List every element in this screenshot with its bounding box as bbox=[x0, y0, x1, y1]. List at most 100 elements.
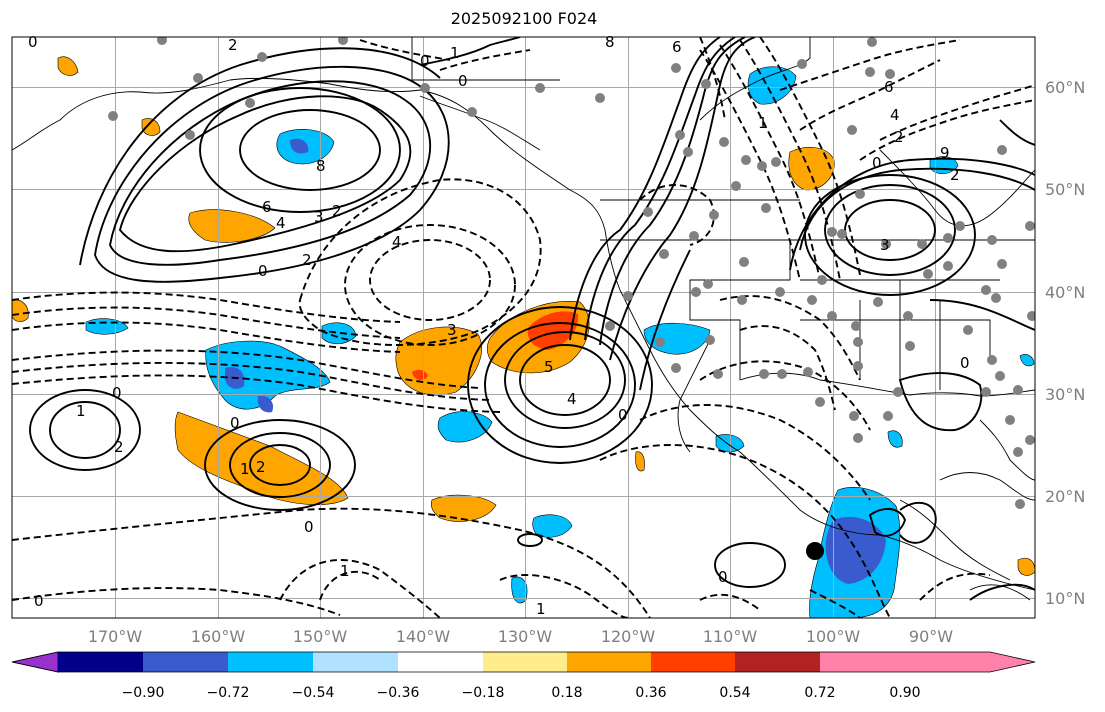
colorbar-segment bbox=[398, 652, 483, 672]
colorbar-tick-label: 0.36 bbox=[635, 685, 666, 701]
contour-label: 2 bbox=[894, 128, 904, 146]
lon-label: 90°W bbox=[909, 627, 953, 646]
contour-label: 0 bbox=[304, 518, 314, 536]
contour-label: 1 bbox=[758, 114, 768, 132]
dashed-contours bbox=[12, 37, 1035, 618]
colorbar-tick-label: −0.72 bbox=[207, 685, 250, 701]
orange-region bbox=[188, 209, 276, 243]
contour-label: 0 bbox=[420, 52, 430, 70]
contour-label: 0 bbox=[258, 262, 268, 280]
contour-label: 3 bbox=[447, 321, 457, 339]
contour-label: 2 bbox=[114, 438, 124, 456]
colorbar-tick-label: 0.72 bbox=[804, 685, 835, 701]
station-markers bbox=[108, 37, 1035, 509]
longitude-labels: 170°W 160°W 150°W 140°W 130°W 120°W 110°… bbox=[88, 627, 953, 646]
colorbar-extend-high bbox=[905, 652, 1035, 672]
lon-label: 160°W bbox=[191, 627, 246, 646]
orange-region bbox=[430, 494, 497, 522]
contour-label: 4 bbox=[567, 390, 577, 408]
colorbar-segment bbox=[820, 652, 905, 672]
colorbar-extend-low bbox=[11, 651, 59, 673]
contour-label: 0 bbox=[872, 154, 882, 172]
contour-label: 0 bbox=[34, 592, 44, 610]
contour-label: 4 bbox=[890, 106, 900, 124]
orange-region bbox=[12, 299, 29, 322]
blue-region bbox=[290, 138, 309, 154]
lat-label: 50°N bbox=[1045, 180, 1085, 199]
latitude-labels: 60°N 50°N 40°N 30°N 20°N 10°N bbox=[1045, 78, 1085, 608]
contour-label: 0 bbox=[112, 384, 122, 402]
cyan-region bbox=[887, 430, 903, 448]
contour-label: 0 bbox=[618, 406, 628, 424]
colorbar-tick-label: −0.90 bbox=[122, 685, 165, 701]
contour-label: 9 bbox=[940, 144, 950, 162]
colorbar-tick-label: 0.18 bbox=[551, 685, 582, 701]
colorbar-tick-label: 0.54 bbox=[719, 685, 750, 701]
contour-label: 1 bbox=[536, 600, 546, 618]
colorbar-tick-label: −0.54 bbox=[292, 685, 335, 701]
contour-label: 8 bbox=[316, 157, 326, 175]
lat-label: 10°N bbox=[1045, 589, 1085, 608]
colorbar-segment bbox=[567, 652, 651, 672]
blue-region bbox=[825, 516, 886, 584]
lon-label: 150°W bbox=[293, 627, 348, 646]
contour-label: 2 bbox=[228, 36, 238, 54]
solid-contours bbox=[29, 37, 1035, 601]
contour-label: 2 bbox=[950, 166, 960, 184]
cyan-region bbox=[532, 514, 573, 538]
contour-label: 5 bbox=[544, 358, 554, 376]
colorbar-segment bbox=[143, 652, 228, 672]
contour-label: 0 bbox=[230, 414, 240, 432]
lon-label: 120°W bbox=[601, 627, 656, 646]
contour-label: 1 bbox=[340, 562, 350, 580]
contour-label: 1 bbox=[76, 402, 86, 420]
contour-label: 6 bbox=[672, 38, 682, 56]
contour-label: 2 bbox=[302, 251, 312, 269]
contour-label: 0 bbox=[960, 354, 970, 372]
colorbar-tick-label: 0.90 bbox=[889, 685, 920, 701]
map-frame bbox=[11, 36, 1036, 619]
contour-label: 6 bbox=[262, 198, 272, 216]
contour-label: 8 bbox=[605, 33, 615, 51]
blue-region bbox=[257, 395, 274, 413]
map-title: 2025092100 F024 bbox=[450, 9, 598, 28]
lon-label: 110°W bbox=[703, 627, 758, 646]
orange-region bbox=[635, 451, 645, 472]
cyan-region bbox=[321, 322, 357, 345]
lon-label: 130°W bbox=[498, 627, 553, 646]
colorbar-segment bbox=[735, 652, 820, 672]
lon-label: 170°W bbox=[88, 627, 143, 646]
lon-label: 100°W bbox=[806, 627, 861, 646]
lat-label: 60°N bbox=[1045, 78, 1085, 97]
orange-region bbox=[141, 118, 161, 136]
red-region bbox=[527, 311, 579, 350]
shaded-regions bbox=[12, 56, 1035, 618]
contour-label: 3 bbox=[314, 208, 324, 226]
cyan-region bbox=[437, 411, 493, 443]
contour-label: 3 bbox=[880, 236, 890, 254]
contour-label: 1 bbox=[450, 44, 460, 62]
colorbar: −0.90 −0.72 −0.54 −0.36 −0.18 0.18 0.36 … bbox=[11, 651, 1036, 701]
colorbar-segment bbox=[313, 652, 398, 672]
contour-label: 2 bbox=[256, 458, 266, 476]
contour-label: 0 bbox=[458, 72, 468, 90]
colorbar-segment bbox=[58, 652, 143, 672]
storm-center-marker bbox=[806, 542, 824, 560]
lat-label: 30°N bbox=[1045, 385, 1085, 404]
contour-label: 4 bbox=[392, 233, 402, 251]
contour-label: 0 bbox=[718, 568, 728, 586]
lat-label: 40°N bbox=[1045, 283, 1085, 302]
contour-label: 4 bbox=[276, 214, 286, 232]
contour-label: 6 bbox=[884, 78, 894, 96]
contour-label: 0 bbox=[28, 33, 38, 51]
colorbar-tick-label: −0.36 bbox=[377, 685, 420, 701]
contour-label: 1 bbox=[240, 460, 250, 478]
orange-region bbox=[788, 147, 835, 191]
contour-label: 2 bbox=[332, 202, 342, 220]
colorbar-segment bbox=[651, 652, 735, 672]
contour-labels: 0 1 2 8 6 0 0 1 8 6 6 4 2 0 9 2 3 3 4 2 … bbox=[28, 33, 970, 618]
colorbar-segment bbox=[483, 652, 567, 672]
colorbar-tick-label: −0.18 bbox=[462, 685, 505, 701]
colorbar-outline bbox=[11, 651, 1036, 673]
map-panel bbox=[12, 37, 1035, 618]
